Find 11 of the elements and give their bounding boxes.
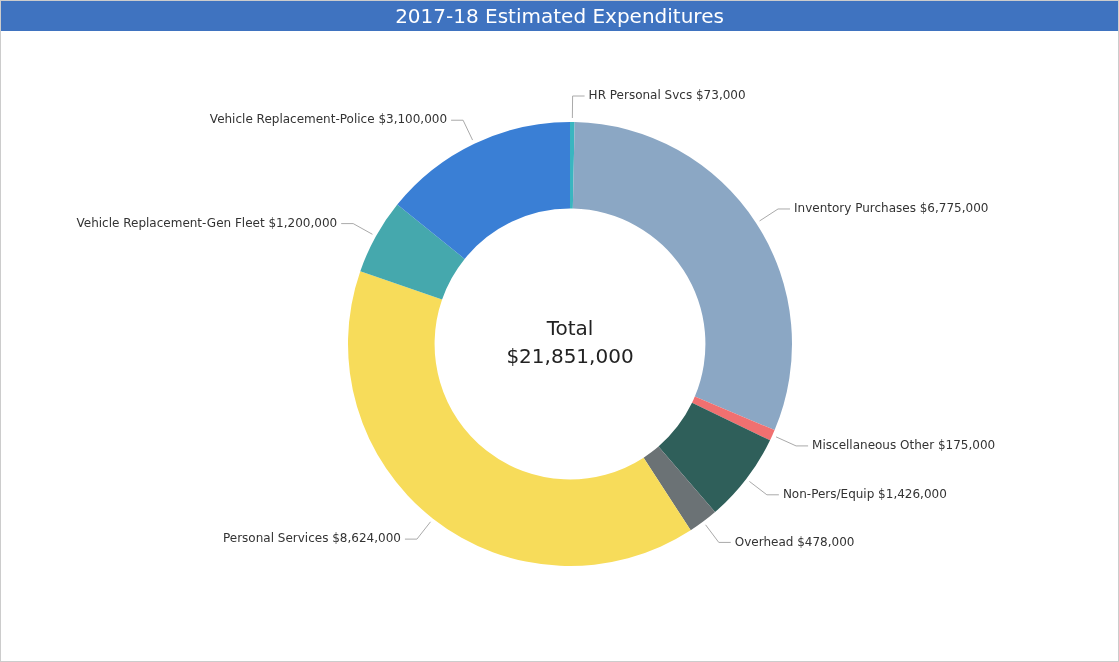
text: $21,851,000	[506, 344, 634, 369]
slice-label: HR Personal Svcs $73,000	[588, 88, 746, 103]
chart-title: 2017-18 Estimated Expenditures	[1, 1, 1118, 31]
slice-label: Miscellaneous Other $175,000	[812, 438, 996, 453]
text: Total	[545, 316, 594, 341]
slice-label: Vehicle Replacement-Police $3,100,000	[209, 112, 448, 127]
slice-label: Overhead $478,000	[734, 534, 855, 549]
slice-label: Personal Services $8,624,000	[222, 531, 401, 546]
slice-label: Vehicle Replacement-Gen Fleet $1,200,000	[76, 215, 338, 230]
slice-label: Inventory Purchases $6,775,000	[794, 201, 989, 216]
slice-label: Non-Pers/Equip $1,426,000	[782, 486, 947, 501]
